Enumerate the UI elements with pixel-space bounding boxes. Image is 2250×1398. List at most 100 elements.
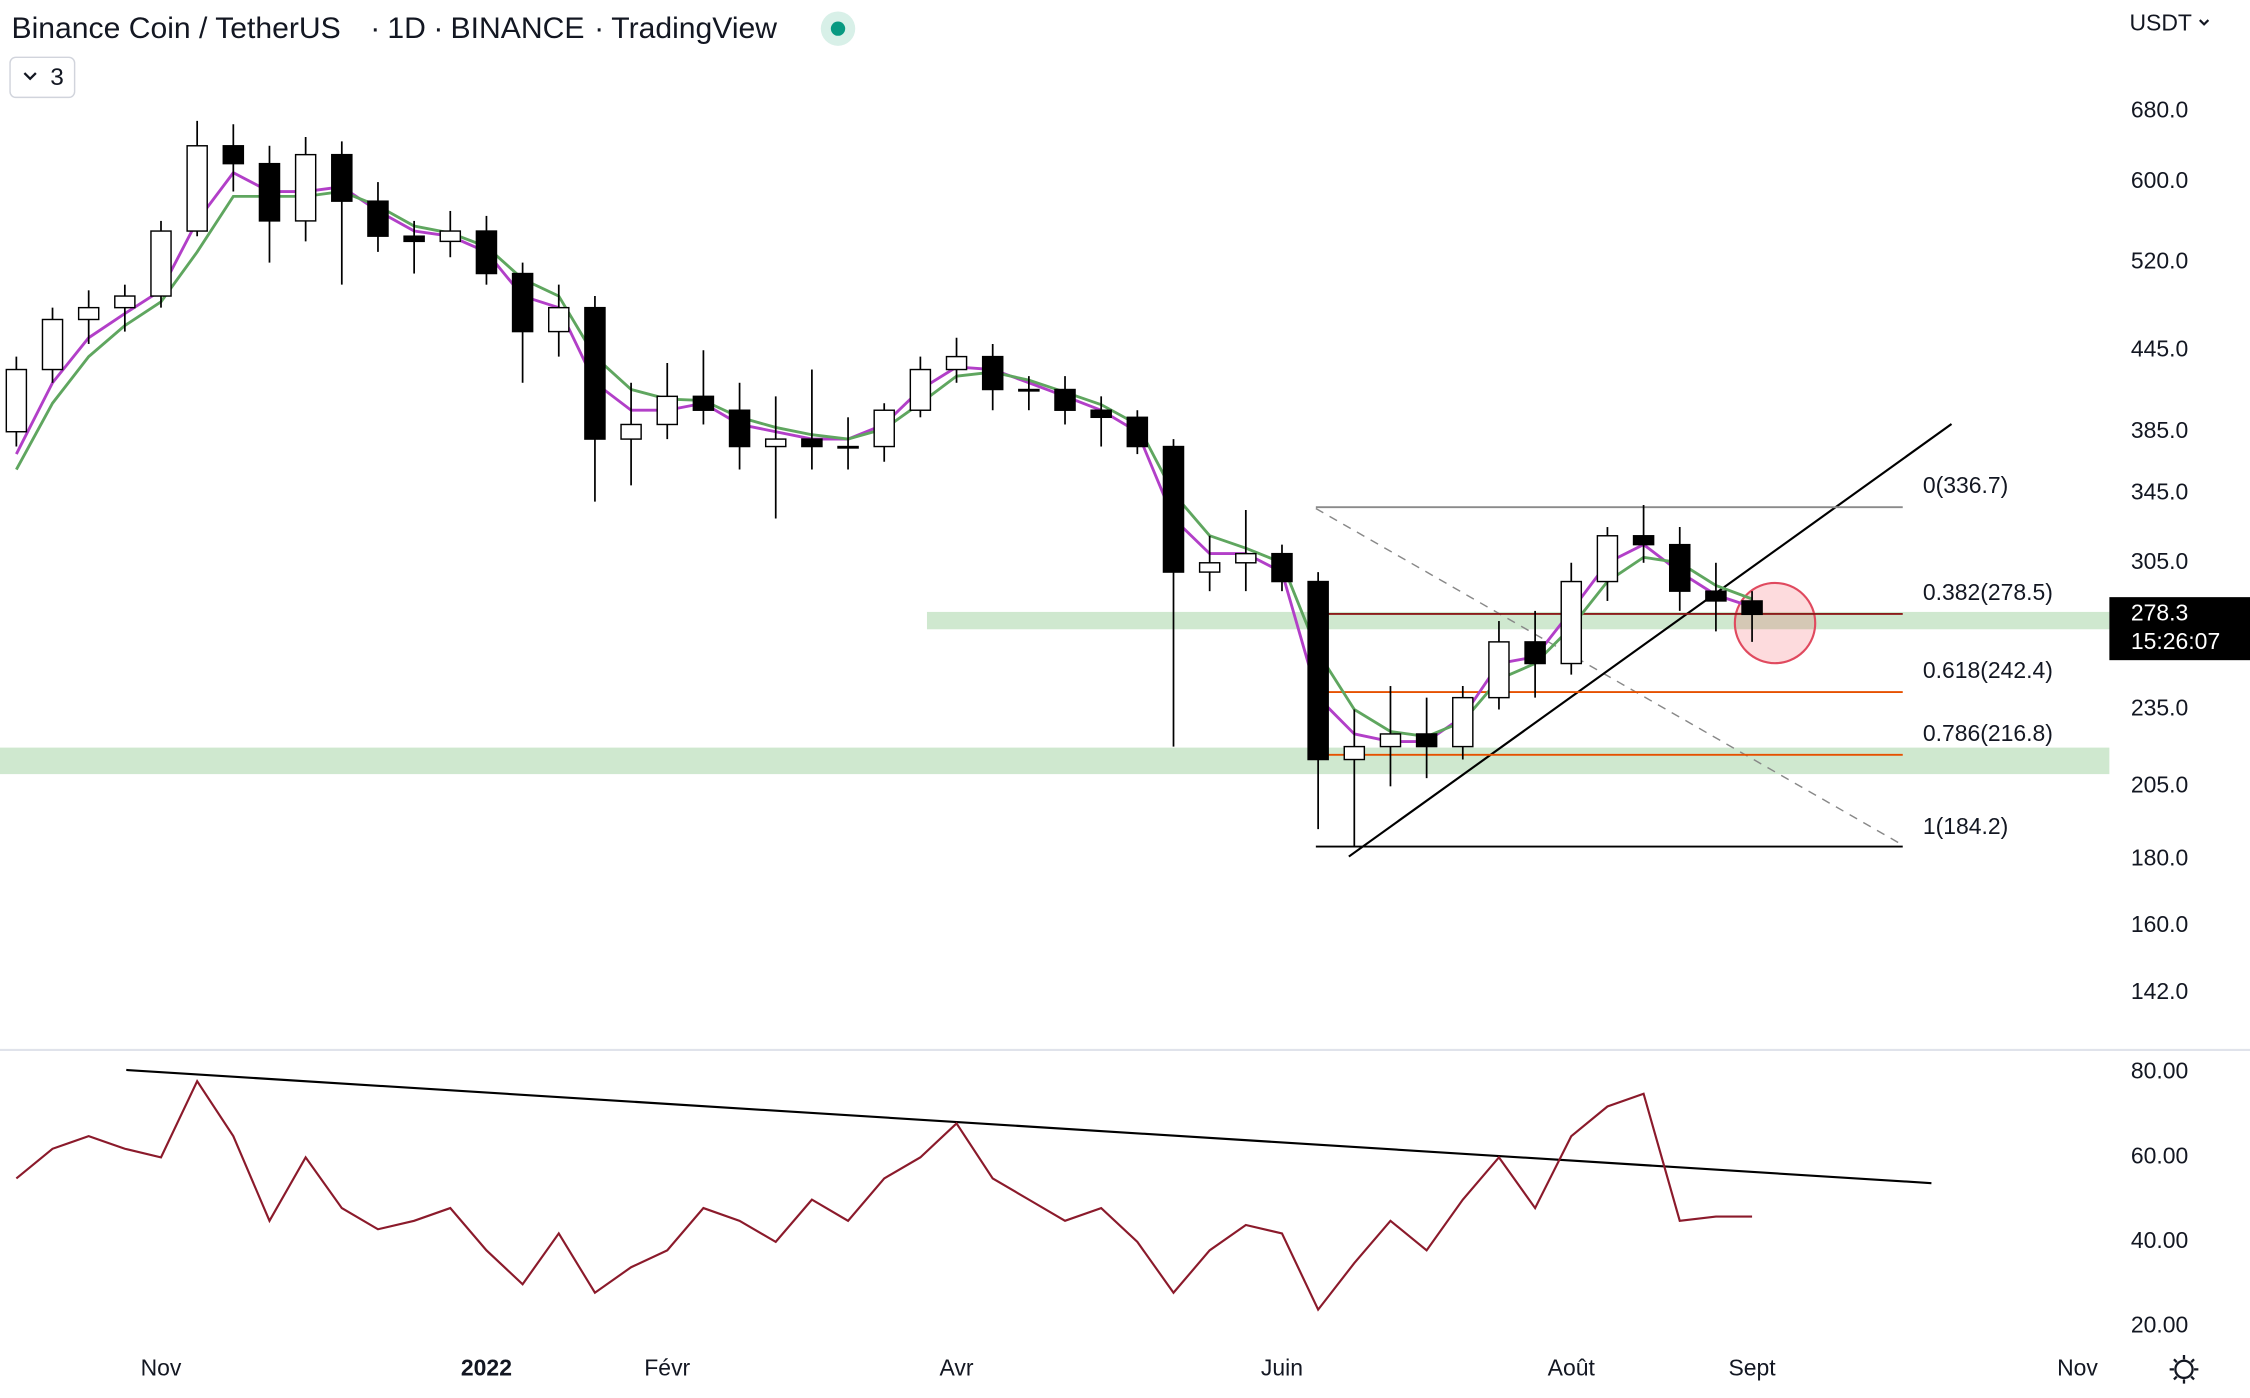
x-tick-label: Nov [2057, 1354, 2098, 1380]
candle-body [1198, 562, 1221, 573]
chevron [2199, 19, 2210, 26]
source: TradingView [611, 12, 777, 45]
gear [2174, 1359, 2194, 1380]
candle-body [620, 423, 642, 440]
y-tick-label: 680.0 [2131, 97, 2188, 123]
y-tick-label: 600.0 [2131, 167, 2188, 193]
price-tag [2109, 597, 2250, 661]
candle-body [1343, 745, 1366, 761]
currency[interactable]: USDT [2129, 9, 2191, 35]
candle-body [294, 153, 317, 222]
candle-body [5, 368, 28, 433]
x-tick-label: Avr [940, 1354, 974, 1380]
candle-body [222, 145, 245, 165]
candle-body [692, 395, 715, 411]
candle-body [909, 368, 932, 411]
candle-body [367, 200, 389, 237]
candle-body [1415, 733, 1438, 748]
candle-body [656, 395, 679, 426]
x-tick-label: Févr [644, 1354, 690, 1380]
candle-body [584, 306, 606, 440]
indicator-count: 3 [50, 64, 64, 91]
rsi-tick-label: 80.00 [2131, 1058, 2188, 1084]
support-trendline [1348, 423, 1953, 858]
candle-body [837, 445, 859, 449]
candle-body [77, 306, 100, 321]
gear-spokes [2169, 1355, 2199, 1384]
highlight-circle [1733, 581, 1817, 665]
candle-body [1741, 600, 1763, 616]
x-tick-label: Sept [1728, 1354, 1776, 1380]
candle-body [1054, 388, 1076, 411]
y-tick-label: 142.0 [2131, 978, 2188, 1004]
candle-body [1668, 543, 1691, 592]
support-zone [0, 747, 2110, 775]
x-tick-label: Août [1548, 1354, 1596, 1380]
fib-label: 0.786(216.8) [1923, 720, 2053, 746]
separator: · [594, 12, 604, 45]
candle-body [439, 230, 462, 243]
candle-body [1596, 535, 1619, 583]
rsi-trendline [126, 1068, 1932, 1185]
candle-body [873, 409, 895, 448]
y-tick-label: 235.0 [2131, 695, 2188, 721]
y-tick-label: 160.0 [2131, 911, 2188, 937]
candle-body [981, 355, 1004, 391]
settings-icon[interactable] [2169, 1355, 2199, 1384]
candle-body [186, 145, 208, 232]
candle-body [1126, 416, 1149, 448]
y-tick-label: 345.0 [2131, 479, 2188, 505]
rsi-line [15, 1078, 1753, 1312]
candle-body [331, 153, 353, 202]
candle-body [1307, 580, 1329, 761]
candle-body [548, 306, 570, 333]
candle-body [1524, 641, 1546, 665]
candle-body [114, 295, 136, 309]
separator: · [370, 12, 380, 45]
y-tick-label: 180.0 [2131, 845, 2188, 871]
x-tick-label: Juin [1261, 1354, 1303, 1380]
price-tag-value: 278.3 [2131, 599, 2188, 625]
fib-label: 0.382(278.5) [1923, 579, 2053, 605]
candle-body [150, 230, 172, 297]
candle-body [1271, 552, 1293, 583]
x-tick-label: 2022 [461, 1354, 512, 1380]
candle-body [1560, 580, 1583, 665]
fib-label: 0(336.7) [1923, 472, 2008, 498]
symbol-title: Binance Coin / TetherUS [11, 12, 340, 45]
candle-body [1090, 409, 1112, 419]
interval[interactable]: 1D [387, 12, 426, 45]
fib-trend-line [1315, 507, 1904, 846]
rsi-tick-label: 20.00 [2131, 1312, 2188, 1338]
candle-body [1235, 552, 1257, 564]
y-tick-label: 305.0 [2131, 548, 2188, 574]
rsi-tick-label: 40.00 [2131, 1227, 2188, 1253]
candle-body [1452, 696, 1474, 748]
candle-body [511, 272, 534, 333]
exchange: BINANCE [451, 12, 585, 45]
candle-body [403, 235, 425, 243]
candle-body [1488, 641, 1510, 699]
candle-body [1705, 590, 1727, 602]
candle-body [728, 409, 751, 448]
candle-body [945, 355, 968, 371]
separator: · [433, 12, 443, 45]
indicator-toggle[interactable] [9, 56, 76, 99]
header: Binance Coin / TetherUS · 1D · BINANCE ·… [9, 9, 2210, 99]
candle-body [1162, 445, 1185, 573]
y-tick-label: 385.0 [2131, 417, 2188, 443]
chevron [23, 72, 37, 81]
y-tick-label: 520.0 [2131, 248, 2188, 274]
candle-body [764, 438, 787, 448]
x-tick-label: Nov [141, 1354, 182, 1380]
candle-body [475, 230, 498, 275]
rsi-tick-label: 60.00 [2131, 1142, 2188, 1168]
candle-body [41, 318, 64, 371]
y-tick-label: 445.0 [2131, 335, 2188, 361]
countdown: 15:26:07 [2131, 628, 2220, 654]
candle-body [258, 162, 281, 222]
candle-body [801, 438, 823, 448]
candle-body [1018, 388, 1040, 392]
